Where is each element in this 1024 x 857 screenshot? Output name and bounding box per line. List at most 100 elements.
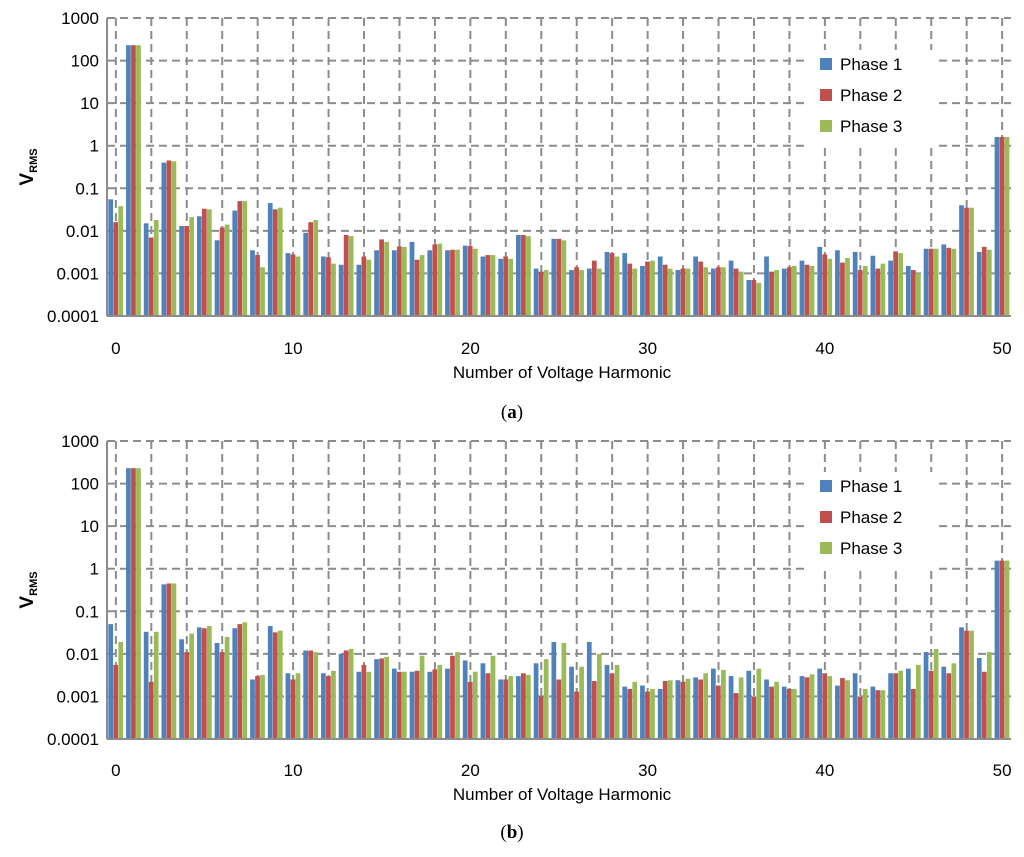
bar-phase-3-h30 (650, 260, 655, 316)
bars (108, 45, 1010, 317)
bar-phase-3-h17 (419, 655, 425, 739)
bar-phase-3-h20 (472, 671, 478, 739)
bar-phase-2-h13 (343, 650, 349, 739)
bar-phase-1-h21 (480, 663, 486, 739)
bar-phase-1-h35 (728, 260, 734, 316)
bar-phase-1-h15 (374, 250, 379, 316)
bar-phase-1-h21 (480, 256, 486, 316)
legend-swatch (820, 511, 832, 523)
bar-phase-1-h36 (746, 280, 752, 316)
bar-phase-1-h41 (835, 250, 840, 316)
bar-phase-1-h9 (267, 203, 273, 316)
bar-phase-1-h48 (959, 627, 964, 739)
bar-phase-1-h42 (852, 673, 858, 739)
bar-phase-2-h36 (751, 280, 757, 316)
bar-phase-1-h14 (356, 671, 362, 739)
bar-phase-2-h50 (999, 560, 1005, 739)
bar-phase-3-h29 (632, 681, 638, 739)
bar-phase-1-h42 (852, 251, 858, 316)
y-tick-label: 1000 (61, 432, 99, 451)
bar-phase-1-h34 (710, 268, 716, 316)
bar-phase-1-h44 (888, 260, 893, 316)
bar-phase-3-h36 (756, 668, 762, 739)
bar-phase-1-h7 (232, 210, 238, 316)
x-tick-label: 40 (815, 339, 834, 358)
bar-phase-2-h49 (981, 671, 987, 739)
bar-phase-3-h30 (650, 688, 655, 739)
bar-phase-3-h15 (384, 656, 389, 739)
x-tick-label: 50 (993, 339, 1012, 358)
bar-phase-1-h33 (693, 677, 698, 739)
bar-phase-3-h17 (419, 255, 425, 316)
bar-phase-2-h14 (361, 664, 367, 739)
bar-phase-2-h5 (201, 208, 207, 316)
legend-label: Phase 2 (840, 508, 902, 527)
bar-phase-2-h12 (326, 676, 331, 739)
bar-phase-1-h36 (746, 670, 752, 739)
bar-phase-3-h22 (508, 676, 514, 739)
bar-phase-1-h9 (267, 626, 273, 739)
chart-b: 0.0001 0.001 0.01 0.1 1 10 100 1000 0 10 20 30 40 50 N… (17, 432, 1012, 843)
bar-phase-1-h24 (533, 663, 539, 739)
bar-phase-3-h42 (862, 265, 868, 316)
bar-phase-3-h40 (827, 676, 833, 739)
bar-phase-1-h6 (214, 240, 220, 316)
bar-phase-2-h33 (698, 679, 704, 739)
bar-phase-3-h46 (933, 649, 939, 739)
legend: Phase 1 Phase 2 Phase 3 (808, 472, 938, 570)
bar-phase-2-h44 (893, 251, 898, 316)
bar-phase-2-h38 (786, 267, 792, 316)
bar-phase-1-h31 (657, 688, 663, 739)
bar-phase-1-h13 (338, 264, 344, 316)
bar-phase-1-h5 (196, 627, 202, 739)
bar-phase-1-h23 (516, 234, 521, 316)
bar-phase-2-h32 (680, 268, 686, 316)
bar-phase-2-h25 (556, 679, 562, 739)
bar-phase-1-h46 (923, 652, 929, 739)
legend-swatch (820, 89, 832, 101)
y-axis-title: VRMS (17, 148, 40, 185)
bar-phase-2-h49 (981, 246, 987, 316)
bar-phase-2-h14 (361, 256, 367, 316)
y-axis-title: VRMS (17, 571, 40, 608)
bar-phase-2-h24 (538, 696, 544, 739)
y-tick-label: 1 (90, 137, 99, 156)
bar-phase-3-h45 (916, 664, 921, 739)
bar-phase-3-h11 (313, 652, 319, 739)
y-tick-label: 10 (80, 94, 99, 113)
bar-phase-2-h18 (432, 669, 438, 739)
bar-phase-1-h2 (143, 631, 149, 739)
bar-phase-3-h43 (880, 690, 886, 739)
bar-phase-1-h35 (728, 676, 734, 739)
bar-phase-2-h2 (148, 237, 154, 316)
x-tick-label: 20 (461, 339, 480, 358)
bar-phase-3-h39 (809, 674, 815, 739)
bar-phase-2-h15 (379, 239, 384, 316)
bar-phase-2-h41 (840, 262, 845, 316)
bar-phase-3-h27 (596, 653, 602, 739)
bar-phase-1-h0 (108, 199, 114, 316)
bar-phase-2-h16 (396, 671, 402, 739)
bar-phase-3-h36 (756, 282, 762, 316)
bar-phase-2-h8 (255, 255, 260, 316)
bar-phase-1-h47 (941, 244, 947, 316)
panel-caption: (b) (500, 822, 523, 843)
bar-phase-3-h18 (437, 243, 443, 316)
bar-phase-3-h12 (331, 670, 336, 739)
bar-phase-1-h10 (285, 253, 291, 316)
bar-phase-1-h50 (994, 137, 1000, 316)
bar-phase-1-h47 (941, 666, 947, 739)
bar-phase-1-h45 (905, 668, 911, 739)
bar-phase-3-h21 (490, 655, 496, 739)
bar-phase-1-h25 (551, 238, 557, 316)
bar-phase-3-h43 (880, 263, 886, 316)
bar-phase-1-h32 (675, 680, 681, 739)
bar-phase-3-h22 (508, 258, 514, 316)
bar-phase-3-h13 (348, 236, 354, 316)
bar-phase-2-h10 (290, 679, 296, 739)
bar-phase-3-h50 (1004, 560, 1010, 739)
bar-phase-2-h22 (503, 679, 509, 739)
bar-phase-3-h16 (401, 671, 407, 739)
bar-phase-1-h2 (143, 223, 149, 316)
bar-phase-2-h29 (627, 263, 633, 316)
